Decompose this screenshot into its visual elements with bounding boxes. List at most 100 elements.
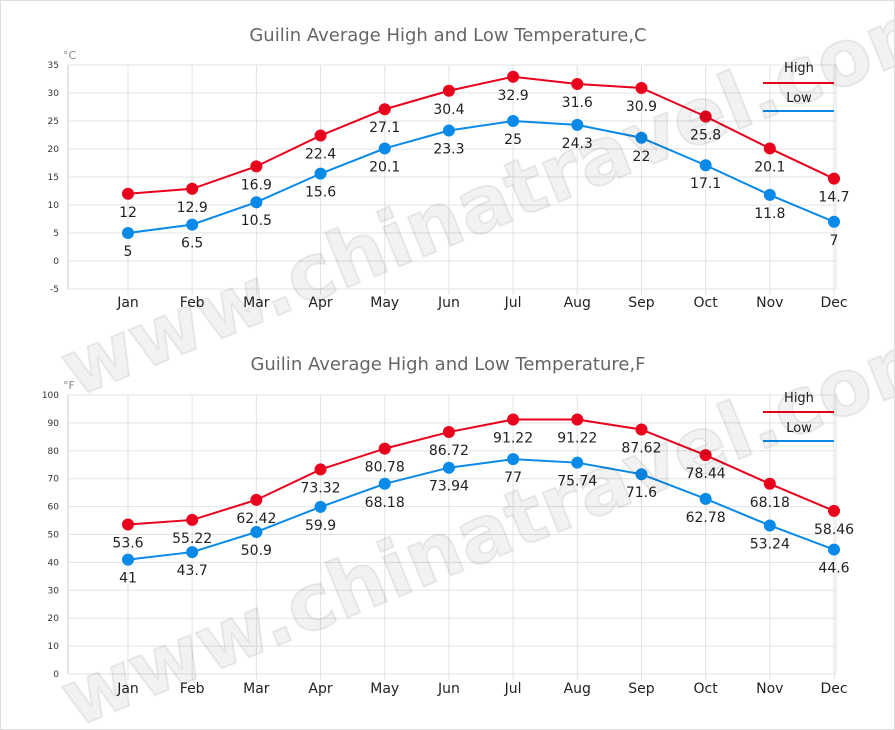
series-line-high bbox=[127, 75, 835, 195]
data-label: 12.9 bbox=[177, 200, 208, 216]
series-line-low bbox=[127, 119, 835, 234]
chart-title: Guilin Average High and Low Temperature,… bbox=[250, 354, 645, 375]
data-point-low bbox=[442, 124, 455, 137]
data-point-low bbox=[571, 456, 584, 469]
x-tick-label: Jul bbox=[504, 295, 522, 311]
data-point-high bbox=[314, 129, 327, 142]
y-tick-label: 70 bbox=[48, 475, 60, 485]
data-point-low bbox=[186, 218, 199, 231]
data-label: 43.7 bbox=[177, 563, 208, 579]
data-label: 58.46 bbox=[814, 522, 854, 538]
data-label: 62.42 bbox=[236, 511, 276, 527]
x-tick-label: Sep bbox=[628, 295, 655, 311]
data-point-low bbox=[122, 553, 134, 566]
data-label: 23.3 bbox=[433, 142, 464, 158]
data-point-high bbox=[442, 84, 455, 97]
y-tick-label: 15 bbox=[48, 173, 59, 183]
data-label: 73.94 bbox=[429, 479, 469, 495]
y-tick-label: 10 bbox=[48, 642, 60, 652]
y-tick-label: 35 bbox=[48, 61, 59, 71]
y-tick-label: 0 bbox=[53, 670, 59, 680]
data-point-high bbox=[507, 70, 520, 83]
data-label: 12 bbox=[119, 205, 137, 221]
data-label: 22.4 bbox=[305, 147, 336, 163]
data-label: 15.6 bbox=[305, 185, 336, 201]
data-label: 24.3 bbox=[562, 136, 593, 152]
data-point-low bbox=[507, 453, 520, 466]
x-tick-label: Nov bbox=[756, 295, 783, 311]
legend-label-high: High bbox=[784, 61, 814, 76]
data-label: 62.78 bbox=[686, 510, 726, 526]
data-label: 68.18 bbox=[750, 495, 790, 511]
y-tick-label: 40 bbox=[48, 558, 60, 568]
data-point-high bbox=[378, 442, 391, 455]
x-tick-label: Apr bbox=[308, 681, 332, 697]
data-point-low bbox=[250, 525, 263, 538]
data-label: 73.32 bbox=[300, 480, 340, 496]
data-label: 22 bbox=[633, 149, 651, 165]
y-tick-label: 30 bbox=[48, 89, 60, 99]
x-tick-label: Jul bbox=[504, 681, 522, 697]
data-point-low bbox=[763, 188, 776, 201]
y-tick-label: 0 bbox=[53, 257, 59, 267]
data-label: 78.44 bbox=[686, 466, 726, 482]
data-point-high bbox=[507, 413, 520, 426]
y-unit-label: °F bbox=[63, 379, 75, 392]
data-point-high bbox=[122, 187, 134, 200]
x-tick-label: Dec bbox=[820, 681, 847, 697]
data-label: 30.9 bbox=[626, 99, 657, 115]
x-tick-label: Mar bbox=[243, 295, 270, 311]
data-point-high bbox=[442, 426, 455, 439]
data-label: 91.22 bbox=[557, 430, 597, 446]
data-label: 7 bbox=[830, 233, 839, 249]
data-point-low bbox=[314, 167, 327, 180]
y-tick-label: 90 bbox=[48, 419, 60, 429]
data-point-low bbox=[250, 196, 263, 209]
data-point-low bbox=[699, 492, 712, 505]
y-tick-label: 80 bbox=[48, 447, 60, 457]
y-tick-label: 50 bbox=[48, 531, 60, 541]
data-point-high bbox=[250, 493, 263, 506]
x-tick-label: May bbox=[370, 681, 399, 697]
x-tick-label: Aug bbox=[564, 295, 591, 311]
y-tick-label: 20 bbox=[48, 145, 60, 155]
data-label: 25.8 bbox=[690, 128, 721, 144]
data-point-high bbox=[186, 513, 199, 526]
x-tick-label: Nov bbox=[756, 681, 783, 697]
data-point-high bbox=[635, 423, 648, 436]
data-label: 31.6 bbox=[562, 95, 593, 111]
data-label: 55.22 bbox=[172, 531, 212, 547]
data-point-low bbox=[186, 546, 199, 559]
x-tick-label: Feb bbox=[180, 681, 205, 697]
data-point-high bbox=[828, 504, 840, 517]
series-line-high bbox=[127, 418, 835, 526]
x-tick-label: Apr bbox=[308, 295, 332, 311]
x-tick-label: Mar bbox=[243, 681, 270, 697]
data-label: 20.1 bbox=[369, 159, 400, 175]
data-label: 16.9 bbox=[241, 177, 272, 193]
y-tick-label: 25 bbox=[48, 117, 59, 127]
y-tick-label: 5 bbox=[53, 229, 59, 239]
data-label: 44.6 bbox=[818, 561, 849, 577]
data-label: 50.9 bbox=[241, 543, 272, 559]
data-point-high bbox=[699, 110, 712, 123]
x-tick-label: Sep bbox=[628, 681, 655, 697]
data-point-low bbox=[635, 468, 648, 481]
x-tick-label: May bbox=[370, 295, 399, 311]
data-label: 25 bbox=[504, 132, 522, 148]
data-point-low bbox=[699, 159, 712, 172]
data-label: 80.78 bbox=[365, 460, 405, 476]
data-point-high bbox=[250, 160, 263, 173]
data-label: 27.1 bbox=[369, 120, 400, 136]
data-label: 59.9 bbox=[305, 518, 336, 534]
data-label: 20.1 bbox=[754, 159, 785, 175]
x-tick-label: Dec bbox=[820, 295, 847, 311]
y-tick-label: -5 bbox=[50, 285, 59, 295]
series-line-low bbox=[127, 458, 835, 561]
y-tick-label: 30 bbox=[48, 586, 60, 596]
data-label: 77 bbox=[504, 470, 522, 486]
y-tick-label: 10 bbox=[48, 201, 60, 211]
data-label: 53.6 bbox=[112, 535, 143, 551]
